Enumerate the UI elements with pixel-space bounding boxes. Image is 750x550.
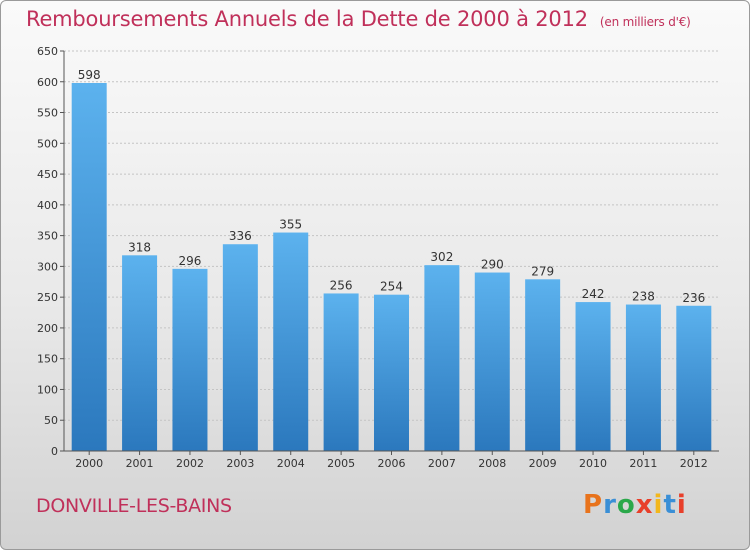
y-tick-label: 250 (37, 291, 58, 304)
logo-letter: P (583, 490, 604, 520)
bar (676, 305, 712, 451)
x-tick-label: 2010 (579, 457, 607, 470)
x-tick-label: 2005 (327, 457, 355, 470)
y-tick-label: 150 (37, 353, 58, 366)
x-tick-label: 2001 (126, 457, 154, 470)
logo-letter: i (676, 490, 687, 520)
x-tick-label: 2006 (378, 457, 406, 470)
chart-title: Remboursements Annuels de la Dette de 20… (26, 7, 691, 31)
title-text: Remboursements Annuels de la Dette de 20… (26, 7, 588, 31)
logo-letter: t (663, 490, 677, 520)
bar (525, 279, 561, 451)
y-tick-label: 400 (37, 199, 58, 212)
y-tick-label: 50 (44, 414, 58, 427)
x-tick-label: 2003 (226, 457, 254, 470)
bar-value-label: 242 (582, 287, 605, 301)
x-tick-label: 2002 (176, 457, 204, 470)
y-tick-label: 600 (37, 76, 58, 89)
bar (424, 265, 460, 451)
y-tick-label: 200 (37, 322, 58, 335)
bar-value-label: 236 (682, 291, 705, 305)
axes: 0 50 100 150 200 250 300 350 400 450 500 550 600 650 2… (37, 45, 719, 470)
bar-value-label: 355 (279, 218, 302, 232)
logo-letter: r (603, 490, 617, 520)
x-tick-label: 2004 (277, 457, 305, 470)
commune-name: DONVILLE-LES-BAINS (36, 495, 232, 517)
y-tick-label: 650 (37, 45, 58, 58)
bar-value-label: 279 (531, 264, 554, 278)
bar-value-label: 238 (632, 290, 655, 304)
y-tick-label: 0 (51, 445, 58, 458)
bars: 598 318 296 336 355 256 254 302 290 279 242 238 236 (71, 68, 712, 451)
x-tick-label: 2007 (428, 457, 456, 470)
logo-letter: o (616, 490, 636, 520)
bar (374, 294, 409, 451)
bar (323, 293, 359, 451)
bar (575, 302, 611, 451)
bar-value-label: 598 (78, 68, 101, 82)
proxiti-logo: Proxiti (583, 490, 687, 520)
y-tick-label: 550 (37, 107, 58, 120)
bar-value-label: 296 (179, 254, 202, 268)
bar (625, 304, 661, 451)
bar-value-label: 290 (481, 258, 504, 272)
y-tick-label: 350 (37, 230, 58, 243)
x-tick-label: 2009 (529, 457, 557, 470)
bar-value-label: 318 (128, 240, 151, 254)
bar-value-label: 254 (380, 280, 403, 294)
x-tick-label: 2008 (478, 457, 506, 470)
y-tick-label: 300 (37, 260, 58, 273)
x-tick-label: 2011 (629, 457, 657, 470)
bar (474, 272, 510, 451)
bar (273, 232, 309, 451)
y-tick-label: 100 (37, 383, 58, 396)
bar (122, 255, 158, 451)
x-tick-label: 2000 (75, 457, 103, 470)
logo-letter: x (635, 490, 654, 520)
title-unit: (en milliers d'€) (599, 15, 691, 29)
logo-letter: i (653, 490, 664, 520)
bar-value-label: 336 (229, 229, 252, 243)
bar (172, 268, 208, 451)
y-tick-label: 450 (37, 168, 58, 181)
bar (71, 83, 107, 451)
x-tick-label: 2012 (680, 457, 708, 470)
bar-value-label: 256 (330, 278, 353, 292)
bar-value-label: 302 (430, 250, 453, 264)
y-tick-label: 500 (37, 137, 58, 150)
bar (222, 244, 258, 451)
